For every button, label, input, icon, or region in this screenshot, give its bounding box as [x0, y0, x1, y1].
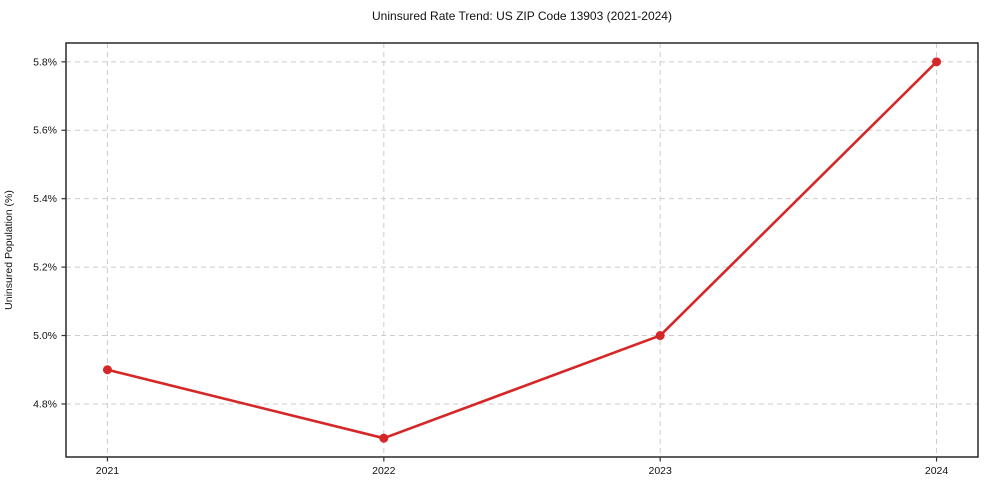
- trend-line: [106, 60, 938, 440]
- data-point: [932, 57, 942, 67]
- x-tick-label: 2022: [372, 465, 396, 477]
- x-tick-label: 2023: [649, 465, 673, 477]
- chart-title: Uninsured Rate Trend: US ZIP Code 13903 …: [372, 9, 672, 23]
- data-point: [655, 331, 665, 341]
- y-tick-label: 4.8%: [33, 398, 57, 410]
- y-tick-label: 5.6%: [33, 125, 57, 137]
- y-tick-label: 5.0%: [33, 330, 57, 342]
- axes-frame: [65, 42, 979, 458]
- data-point: [379, 433, 389, 443]
- data-point: [102, 365, 112, 375]
- y-tick-label: 5.8%: [33, 56, 57, 68]
- x-tick-label: 2021: [96, 465, 120, 477]
- y-tick-label: 5.4%: [33, 193, 57, 205]
- x-tick-label: 2024: [925, 465, 949, 477]
- y-tick-label: 5.2%: [33, 262, 57, 274]
